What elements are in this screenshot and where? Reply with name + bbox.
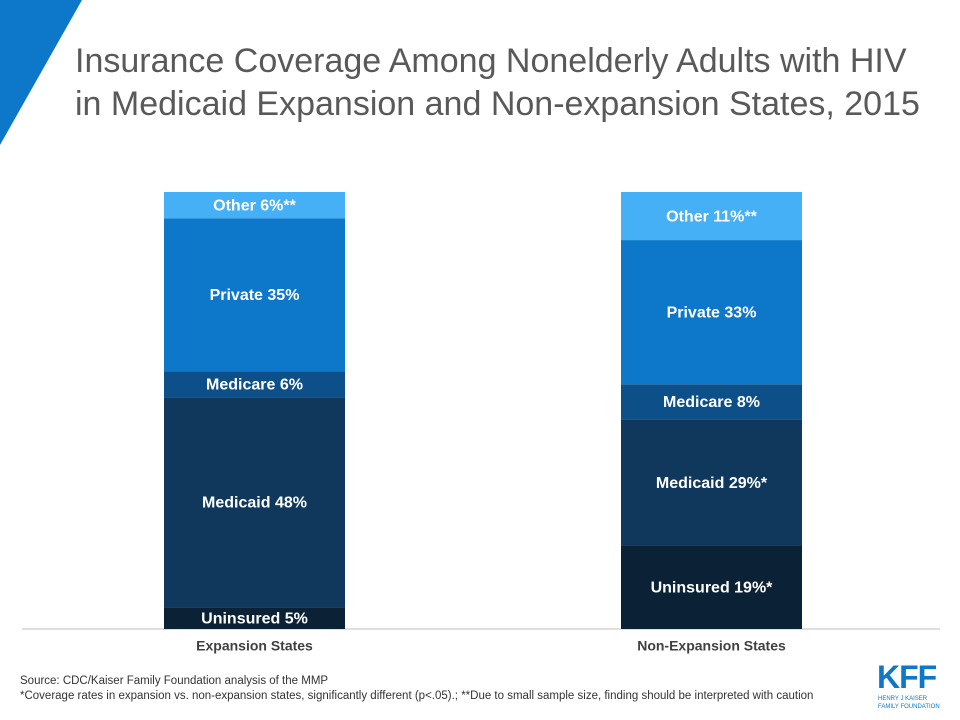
- segment-label: Other 6%**: [213, 197, 296, 214]
- segment-label: Private 35%: [210, 287, 300, 304]
- bar-segment: [164, 371, 345, 398]
- bar-segment: [164, 397, 345, 608]
- bar-segment: [164, 218, 345, 372]
- bar-segment: [164, 607, 345, 629]
- segment-label: Medicaid 48%: [202, 494, 307, 511]
- corner-accent: [0, 0, 82, 145]
- segment-label: Medicaid 29%*: [656, 475, 768, 492]
- logo-mark: KFF: [877, 659, 937, 695]
- segment-label: Medicare 8%: [663, 394, 760, 411]
- x-tick-label: Expansion States: [196, 638, 313, 654]
- segment-label: Uninsured 19%*: [651, 580, 774, 597]
- segment-label: Private 33%: [667, 304, 757, 321]
- bar-segment: [621, 192, 802, 241]
- footnote: *Coverage rates in expansion vs. non-exp…: [20, 690, 813, 702]
- segment-label: Uninsured 5%: [201, 610, 308, 627]
- logo-line: HENRY J KAISER: [878, 696, 928, 702]
- x-tick-label: Non-Expansion States: [637, 638, 786, 654]
- bar-segment: [621, 240, 802, 385]
- bar-segment: [164, 192, 345, 219]
- chart-title: Insurance Coverage Among Nonelderly Adul…: [75, 42, 920, 123]
- source-note: Source: CDC/Kaiser Family Foundation ana…: [20, 675, 328, 687]
- segment-label: Medicare 6%: [206, 376, 303, 393]
- bar-segment: [621, 419, 802, 546]
- bar-segment: [621, 384, 802, 420]
- logo-line: FAMILY FOUNDATION: [878, 704, 940, 710]
- segment-label: Other 11%**: [666, 208, 757, 225]
- bar-segment: [621, 545, 802, 629]
